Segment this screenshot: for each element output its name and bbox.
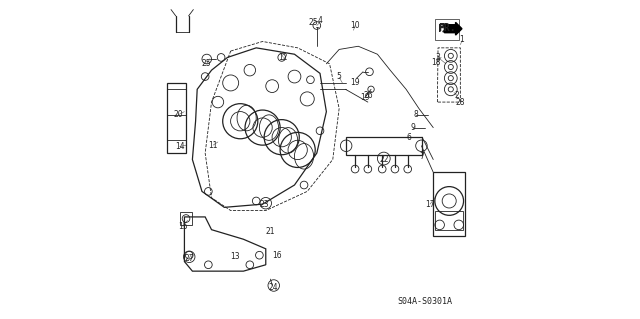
Bar bbox=[435, 211, 463, 230]
Text: 28: 28 bbox=[456, 98, 465, 107]
Text: 25: 25 bbox=[202, 59, 212, 68]
Text: 15: 15 bbox=[178, 222, 188, 231]
Text: 2: 2 bbox=[455, 91, 460, 100]
Text: 19: 19 bbox=[360, 93, 369, 102]
Text: 11: 11 bbox=[209, 141, 218, 150]
FancyArrow shape bbox=[444, 22, 462, 35]
Text: S04A-S0301A: S04A-S0301A bbox=[398, 297, 452, 306]
Text: 20: 20 bbox=[173, 110, 183, 119]
Bar bbox=[167, 83, 186, 153]
Text: 9: 9 bbox=[410, 123, 415, 132]
Text: 26: 26 bbox=[363, 91, 372, 100]
Text: 16: 16 bbox=[272, 251, 282, 260]
Text: 23: 23 bbox=[259, 200, 269, 209]
Text: 5: 5 bbox=[337, 72, 342, 81]
Text: 18: 18 bbox=[432, 58, 441, 67]
Text: 12: 12 bbox=[278, 53, 288, 62]
Text: 21: 21 bbox=[266, 227, 275, 236]
Bar bbox=[180, 212, 193, 225]
Text: 10: 10 bbox=[350, 21, 360, 30]
Text: 3: 3 bbox=[436, 53, 440, 62]
Text: FR.: FR. bbox=[438, 23, 456, 33]
Bar bbox=[346, 137, 422, 155]
Text: 19: 19 bbox=[350, 78, 360, 87]
Text: 14: 14 bbox=[175, 142, 184, 151]
Text: 13: 13 bbox=[230, 252, 240, 261]
Text: 25: 25 bbox=[309, 18, 319, 27]
Text: 4: 4 bbox=[317, 16, 323, 25]
Bar bbox=[435, 19, 459, 40]
Bar bbox=[433, 172, 465, 236]
Text: 22: 22 bbox=[379, 155, 388, 164]
Text: 17: 17 bbox=[425, 200, 435, 209]
Text: 6: 6 bbox=[407, 133, 412, 142]
Text: FR.: FR. bbox=[438, 24, 458, 34]
Text: 24: 24 bbox=[269, 283, 278, 292]
Text: 8: 8 bbox=[413, 110, 418, 119]
Text: 27: 27 bbox=[184, 254, 194, 263]
Text: 1: 1 bbox=[460, 35, 465, 44]
Text: 7: 7 bbox=[420, 152, 424, 161]
